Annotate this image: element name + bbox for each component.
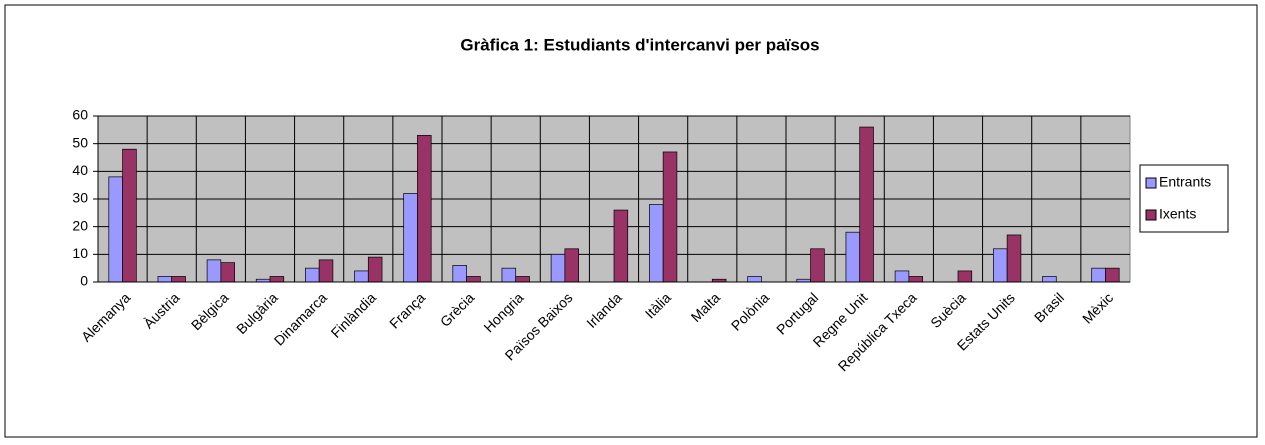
y-tick-label: 20 <box>72 217 88 233</box>
bar <box>550 253 566 283</box>
y-tick-label: 30 <box>72 190 88 206</box>
y-tick-label: 40 <box>72 162 88 178</box>
y-tick-label: 0 <box>80 273 88 289</box>
bar <box>269 276 285 283</box>
bar <box>206 259 222 283</box>
bar <box>452 265 467 283</box>
bar <box>220 262 235 283</box>
bar <box>466 276 481 283</box>
legend-swatch <box>1145 209 1157 221</box>
bar <box>908 276 923 283</box>
bar <box>403 193 418 283</box>
bar <box>845 231 861 283</box>
bar <box>993 248 1008 283</box>
y-tick-label: 50 <box>72 134 88 150</box>
bar <box>354 270 369 283</box>
bar <box>894 270 910 283</box>
bar <box>305 267 320 283</box>
bar <box>501 267 517 283</box>
bar <box>1006 234 1022 283</box>
legend-label: Ixents <box>1159 206 1196 222</box>
y-tick-label: 60 <box>72 107 88 123</box>
bar <box>417 135 432 283</box>
bar <box>1105 267 1120 283</box>
bar <box>810 248 825 283</box>
bar <box>1091 267 1106 283</box>
bar <box>747 276 762 283</box>
bar <box>662 151 678 283</box>
bar <box>318 259 334 283</box>
legend-label: Entrants <box>1159 174 1211 190</box>
legend-swatch <box>1145 177 1157 189</box>
bar <box>859 126 874 283</box>
bar <box>108 176 123 283</box>
legend-box <box>1139 164 1229 233</box>
bar <box>957 270 973 283</box>
chart-title: Gràfica 1: Estudiants d'intercanvi per p… <box>460 35 819 54</box>
bar <box>367 256 383 283</box>
bar <box>171 276 186 283</box>
y-tick-label: 10 <box>72 245 88 261</box>
bar <box>122 148 137 283</box>
bar <box>564 248 579 283</box>
bar <box>515 276 530 283</box>
bar <box>613 209 629 283</box>
bar <box>649 204 664 283</box>
bar <box>157 276 173 283</box>
bar <box>1042 276 1057 283</box>
